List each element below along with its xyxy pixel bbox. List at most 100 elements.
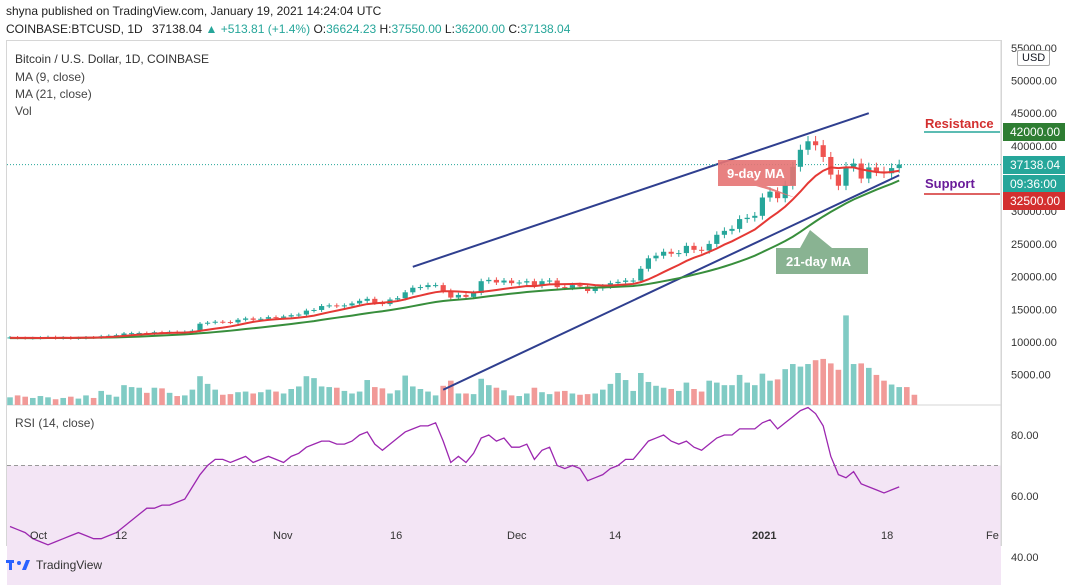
candle-body	[737, 219, 743, 229]
volume-bar	[22, 396, 28, 405]
volume-bar	[311, 378, 317, 405]
candle-body	[486, 279, 492, 282]
candle-body	[653, 255, 659, 259]
volume-bar	[858, 363, 864, 405]
candle-body	[661, 251, 667, 256]
ma9-callout-label: 9-day MA	[727, 166, 785, 181]
volume-bar	[592, 393, 598, 405]
rsi-band	[7, 465, 1001, 585]
candle-body	[623, 280, 629, 282]
volume-bar	[326, 387, 332, 405]
rsi-tick-label: 40.00	[1011, 552, 1039, 564]
date-tick-label: 14	[609, 530, 621, 542]
resistance-price-tag: 42000.00	[1010, 125, 1060, 139]
ma9-callout-box	[718, 160, 796, 198]
candle-body	[349, 303, 355, 306]
high-label: H:	[379, 22, 392, 36]
candle-body	[706, 243, 712, 251]
candle-body	[303, 310, 309, 315]
volume-bar	[600, 389, 606, 405]
volume-bar	[250, 393, 256, 405]
volume-bar	[812, 360, 819, 405]
volume-bar	[68, 396, 74, 405]
candle-body	[889, 168, 895, 174]
volume-bar	[334, 387, 340, 405]
date-tick-label: 2021	[752, 530, 776, 542]
candle-body	[334, 305, 340, 307]
volume-bar	[75, 398, 82, 405]
candle-body	[691, 245, 697, 250]
candle-body	[227, 322, 233, 324]
volume-bar	[37, 396, 44, 405]
last-price-tag: 37138.04	[1010, 158, 1060, 172]
volume-bar	[759, 373, 766, 405]
volume-bar	[638, 373, 644, 405]
volume-bar	[455, 393, 462, 405]
candle-body	[425, 285, 431, 288]
volume-bar	[45, 397, 51, 405]
candle-body	[577, 285, 583, 287]
candle-body	[835, 174, 841, 186]
volume-bar	[615, 373, 621, 405]
candle-body	[205, 322, 211, 324]
candle-body	[471, 292, 477, 297]
low-label: L:	[444, 22, 455, 36]
candle-body	[463, 294, 469, 297]
volume-bar	[790, 364, 796, 405]
candle-body	[410, 287, 416, 293]
countdown-tag: 09:36:00	[1010, 177, 1057, 191]
volume-bar	[128, 387, 135, 405]
candle-body	[592, 288, 598, 292]
volume-bar	[121, 385, 127, 405]
volume-bar	[774, 379, 781, 405]
volume-bar	[166, 392, 173, 405]
candle-body	[220, 321, 226, 323]
volume-bar	[106, 394, 112, 405]
candle-body	[501, 280, 507, 283]
candle-body	[243, 318, 249, 320]
volume-bar	[729, 385, 735, 405]
volume-bar	[698, 391, 705, 405]
candle-body	[630, 280, 636, 282]
currency-badge[interactable]: USD	[1017, 50, 1051, 66]
volume-bar	[569, 393, 576, 405]
volume-bar	[668, 389, 674, 405]
volume-bar	[242, 391, 249, 405]
volume-bar	[805, 364, 811, 405]
candle-body	[858, 163, 864, 179]
candle-body	[615, 281, 621, 284]
candle-body	[478, 281, 484, 293]
close-label: C:	[508, 22, 521, 36]
symbol: COINBASE:BTCUSD, 1D	[6, 22, 143, 36]
candle-body	[676, 253, 682, 255]
volume-bar	[562, 390, 568, 405]
date-tick-label: 18	[881, 530, 893, 542]
candle-body	[683, 245, 689, 254]
brand-name: TradingView	[36, 558, 103, 572]
date-tick-label: Oct	[30, 530, 47, 542]
volume-bar	[425, 391, 431, 405]
volume-bar	[463, 393, 469, 405]
ohlc-bar: COINBASE:BTCUSD, 1D 37138.04 ▲ +513.81 (…	[6, 22, 570, 36]
legend-ma21: MA (21, close)	[15, 87, 92, 101]
candle-body	[547, 280, 553, 282]
candle-body	[235, 319, 241, 323]
volume-bar	[676, 390, 682, 405]
open-label: O:	[313, 22, 327, 36]
countdown-tag-bg	[1003, 175, 1065, 193]
footer-brand: TradingView	[6, 558, 102, 572]
volume-bar	[767, 380, 773, 405]
ma21-callout-box	[776, 230, 868, 274]
candle-body	[896, 164, 902, 169]
volume-bar	[83, 395, 89, 405]
volume-bar	[113, 396, 120, 405]
ma21-callout-label: 21-day MA	[786, 254, 852, 269]
price-tick-label: 20000.00	[1011, 272, 1057, 284]
volume-bar	[341, 390, 348, 405]
volume-bar	[782, 369, 788, 405]
volume-bar	[220, 394, 226, 405]
volume-bar	[721, 385, 728, 405]
publish-line: shyna published on TradingView.com, Janu…	[6, 4, 382, 18]
candle-body	[851, 163, 857, 167]
